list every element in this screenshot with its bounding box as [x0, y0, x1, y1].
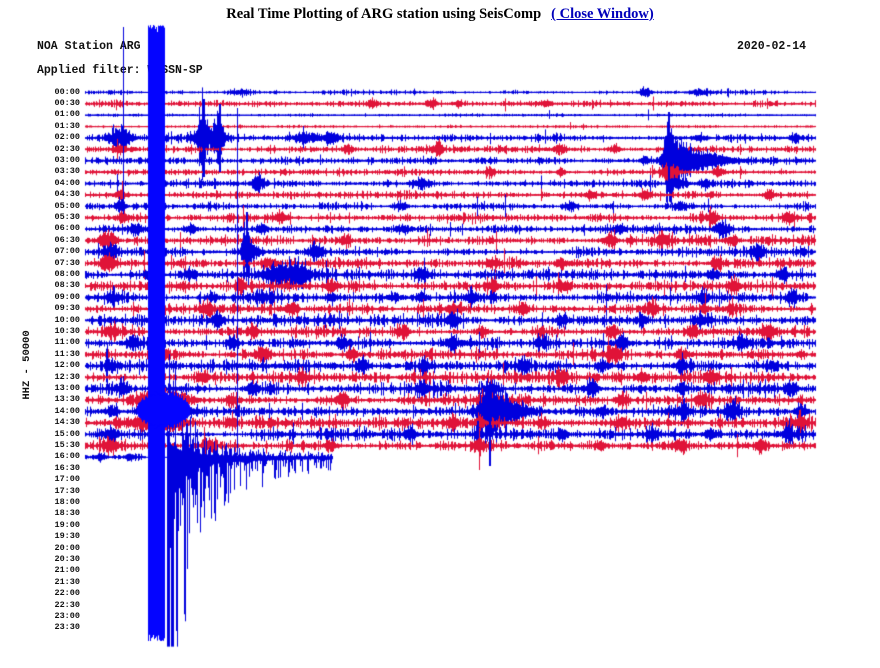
time-label: 17:00 [54, 474, 80, 485]
time-label: 23:00 [54, 610, 80, 621]
time-label: 18:00 [54, 496, 80, 507]
time-label: 13:00 [54, 382, 80, 393]
time-label: 16:00 [54, 451, 80, 462]
time-label: 19:00 [54, 519, 80, 530]
time-label: 03:00 [54, 154, 80, 165]
time-label: 21:30 [54, 576, 80, 587]
time-label: 04:30 [54, 189, 80, 200]
time-label: 04:00 [54, 177, 80, 188]
time-label: 10:00 [54, 314, 80, 325]
time-label: 14:30 [54, 417, 80, 428]
time-label: 15:30 [54, 439, 80, 450]
time-label: 18:30 [54, 508, 80, 519]
time-label: 16:30 [54, 462, 80, 473]
page-title: Real Time Plotting of ARG station using … [226, 6, 542, 22]
time-label: 01:00 [54, 109, 80, 120]
time-label: 12:00 [54, 360, 80, 371]
station-label: NOA Station ARG [37, 40, 141, 53]
time-label: 20:00 [54, 542, 80, 553]
time-label: 05:00 [54, 200, 80, 211]
applied-filter-label: Applied filter: WWSSN-SP [37, 64, 203, 77]
time-label: 15:00 [54, 428, 80, 439]
time-label: 01:30 [54, 120, 80, 131]
page-title-bar: Real Time Plotting of ARG station using … [0, 6, 880, 23]
time-label: 20:30 [54, 553, 80, 564]
time-label: 00:00 [54, 86, 80, 97]
time-label: 09:30 [54, 303, 80, 314]
time-label: 03:30 [54, 166, 80, 177]
time-label: 22:00 [54, 588, 80, 599]
time-label: 06:00 [54, 223, 80, 234]
time-label: 13:30 [54, 394, 80, 405]
time-label: 11:00 [54, 337, 80, 348]
time-label: 10:30 [54, 325, 80, 336]
date-label: 2020-02-14 [737, 40, 807, 53]
time-label: 11:30 [54, 348, 80, 359]
time-label: 07:30 [54, 257, 80, 268]
time-label: 06:30 [54, 234, 80, 245]
time-label: 09:00 [54, 291, 80, 302]
time-label: 05:30 [54, 211, 80, 222]
time-label: 19:30 [54, 531, 80, 542]
time-label: 22:30 [54, 599, 80, 610]
time-label: 14:00 [54, 405, 80, 416]
time-label: 23:30 [54, 622, 80, 633]
time-label: 21:00 [54, 565, 80, 576]
time-label: 07:00 [54, 246, 80, 257]
time-label: 00:30 [54, 97, 80, 108]
time-label: 08:30 [54, 280, 80, 291]
time-label: 02:30 [54, 143, 80, 154]
time-label: 12:30 [54, 371, 80, 382]
close-window-link[interactable]: ( Close Window) [551, 6, 654, 22]
time-label: 17:30 [54, 485, 80, 496]
time-label: 08:00 [54, 268, 80, 279]
time-label: 02:00 [54, 132, 80, 143]
